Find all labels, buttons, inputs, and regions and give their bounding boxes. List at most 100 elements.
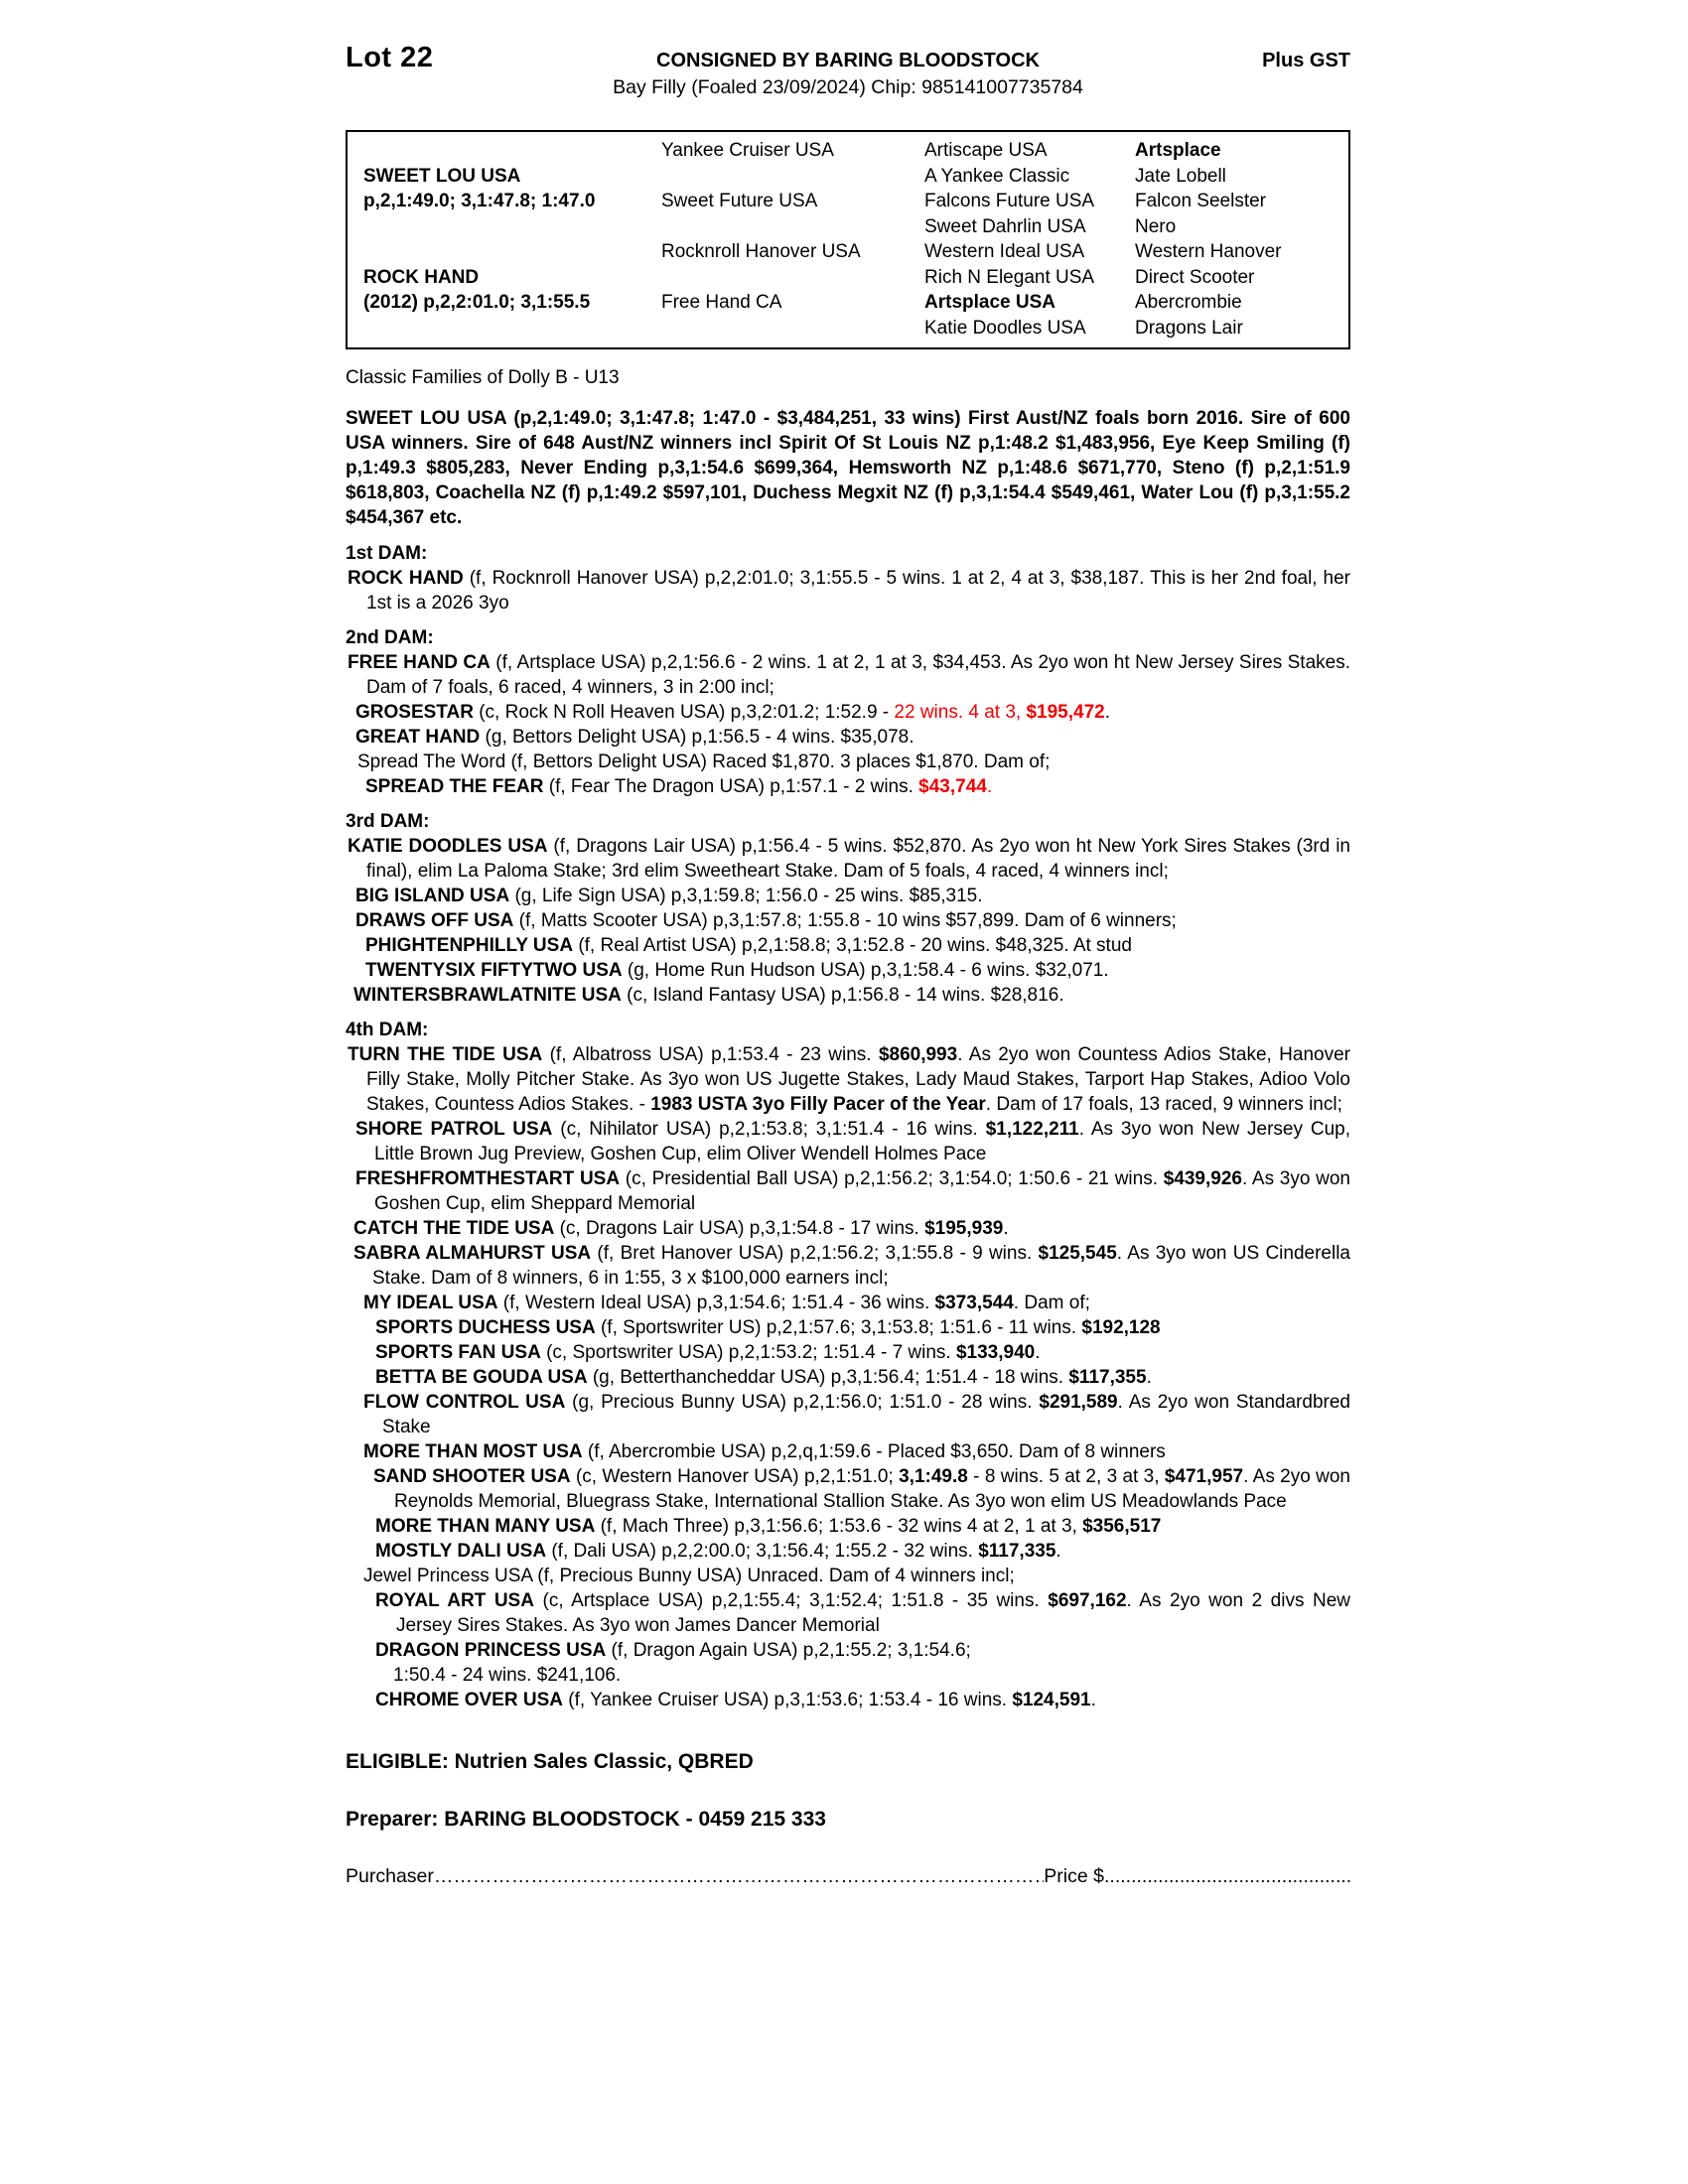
- horse-sand-shooter: SAND SHOOTER USA (c, Western Hanover USA…: [346, 1464, 1350, 1514]
- horse-big-island: BIG ISLAND USA (g, Life Sign USA) p,3,1:…: [346, 884, 1350, 908]
- pedigree-cell: Dragons Lair: [1135, 317, 1243, 339]
- text-segment: (f, Dragons Lair USA) p,1:56.4 - 5 wins.…: [366, 836, 1350, 882]
- pedigree-cell: [348, 138, 661, 164]
- text-segment: . As 3yo won New Jersey Cup, Little Brow…: [374, 1119, 1351, 1164]
- text-segment: (c, Sportswriter USA) p,2,1:53.2; 1:51.4…: [540, 1342, 956, 1363]
- text-segment: $373,544: [934, 1293, 1014, 1313]
- pedigree-cell: [348, 239, 661, 265]
- pedigree-cell: Nero: [1135, 215, 1177, 237]
- text-segment: BIG ISLAND USA: [355, 886, 510, 906]
- text-segment: (f, Matts Scooter USA) p,3,1:57.8; 1:55.…: [513, 910, 1177, 931]
- text-segment: $192,128: [1081, 1317, 1161, 1338]
- text-segment: SPREAD THE FEAR: [365, 776, 544, 797]
- pedigree-cell: Artiscape USA: [924, 140, 1048, 161]
- pedigree-cell: p,2,1:49.0; 3,1:47.8; 1:47.0: [363, 191, 596, 211]
- text-segment: CATCH THE TIDE USA: [353, 1218, 555, 1239]
- text-segment: GROSESTAR: [355, 702, 474, 723]
- text-segment: $439,926: [1163, 1168, 1242, 1189]
- text-segment: $1,122,211: [985, 1119, 1079, 1140]
- horse-my-ideal: MY IDEAL USA (f, Western Ideal USA) p,3,…: [346, 1291, 1350, 1315]
- text-segment: (c, Western Hanover USA) p,2,1:51.0;: [570, 1466, 900, 1487]
- horse-sports-fan: SPORTS FAN USA (c, Sportswriter USA) p,2…: [346, 1340, 1350, 1365]
- text-segment: (f, Albatross USA) p,1:53.4 - 23 wins.: [542, 1044, 879, 1065]
- text-segment: (f, Sportswriter US) p,2,1:57.6; 3,1:53.…: [595, 1317, 1082, 1338]
- pedigree-cell: [661, 164, 924, 190]
- horse-mostly-dali: MOSTLY DALI USA (f, Dali USA) p,2,2:00.0…: [346, 1539, 1350, 1564]
- text-segment: . As 2yo won 2 divs New Jersey Sires Sta…: [396, 1590, 1350, 1636]
- text-segment: . As 3yo won US Cinderella Stake. Dam of…: [372, 1243, 1350, 1289]
- eligibility-line: ELIGIBLE: Nutrien Sales Classic, QBRED: [346, 1750, 754, 1773]
- pedigree-cell: A Yankee Classic: [924, 165, 1070, 187]
- text-segment: . Dam of 17 foals, 13 raced, 9 winners i…: [985, 1094, 1342, 1115]
- text-segment: (c, Artsplace USA) p,2,1:55.4; 3,1:52.4;…: [533, 1590, 1049, 1611]
- pedigree-cell: Rocknroll Hanover USA: [661, 241, 861, 262]
- pedigree-cell: [348, 214, 661, 240]
- text-segment: $356,517: [1082, 1516, 1162, 1537]
- page-header: Lot 22 CONSIGNED BY BARING BLOODSTOCK Pl…: [346, 42, 1350, 74]
- horse-catch-the-tide: CATCH THE TIDE USA (c, Dragons Lair USA)…: [346, 1216, 1350, 1241]
- pedigree-row: Yankee Cruiser USA Artiscape USA Artsplace: [348, 138, 1348, 164]
- text-segment: 3,1:49.8: [899, 1466, 968, 1487]
- text-segment: (g, Betterthancheddar USA) p,3,1:56.4; 1…: [587, 1367, 1069, 1388]
- text-segment: .: [986, 776, 993, 797]
- pedigree-cell: Katie Doodles USA: [924, 317, 1086, 339]
- text-segment: FREE HAND CA: [348, 652, 491, 673]
- pedigree-row: p,2,1:49.0; 3,1:47.8; 1:47.0 Sweet Future…: [348, 189, 1348, 214]
- pedigree-cell: Rich N Elegant USA: [924, 266, 1095, 288]
- text-segment: $117,355: [1068, 1367, 1147, 1388]
- text-segment: PHIGHTENPHILLY USA: [365, 935, 574, 956]
- text-segment: 1:50.4 - 24 wins. $241,106.: [393, 1665, 622, 1686]
- text-segment: SPORTS FAN USA: [375, 1342, 541, 1363]
- pedigree-cell: Free Hand CA: [661, 292, 782, 313]
- horse-description: Bay Filly (Foaled 23/09/2024) Chip: 9851…: [613, 76, 1083, 98]
- text-segment: $125,545: [1038, 1243, 1117, 1264]
- text-segment: .: [1055, 1541, 1061, 1562]
- pedigree-cell: [661, 265, 924, 291]
- text-segment: DRAWS OFF USA: [355, 910, 514, 931]
- horse-grosestar: GROSESTAR (c, Rock N Roll Heaven USA) p,…: [346, 700, 1350, 725]
- price-dotted-leader: ........................................…: [1104, 1865, 1350, 1887]
- text-segment: .: [1104, 702, 1111, 723]
- text-segment: 4th DAM:: [346, 1020, 429, 1040]
- text-segment: (f, Real Artist USA) p,2,1:58.8; 3,1:52.…: [573, 935, 1132, 956]
- horse-spread-the-fear: SPREAD THE FEAR (f, Fear The Dragon USA)…: [346, 774, 1350, 799]
- horse-betta-be-gouda: BETTA BE GOUDA USA (g, Betterthancheddar…: [346, 1365, 1350, 1390]
- text-segment: BETTA BE GOUDA USA: [375, 1367, 588, 1388]
- text-segment: $133,940: [955, 1342, 1036, 1363]
- pedigree-row: SWEET LOU USA A Yankee Classic Jate Lobell: [348, 164, 1348, 190]
- text-segment: FRESHFROMTHESTART USA: [355, 1168, 621, 1189]
- text-segment: (f, Rocknroll Hanover USA) p,2,2:01.0; 3…: [366, 568, 1350, 614]
- text-segment: $117,335: [978, 1541, 1056, 1562]
- horse-royal-art: ROYAL ART USA (c, Artsplace USA) p,2,1:5…: [346, 1588, 1350, 1638]
- text-segment: MY IDEAL USA: [363, 1293, 498, 1313]
- dam-heading-1: 1st DAM:: [346, 541, 1350, 566]
- pedigree-cell: Direct Scooter: [1135, 266, 1255, 288]
- text-segment: CHROME OVER USA: [375, 1690, 563, 1710]
- pedigree-cell: [348, 316, 661, 341]
- text-segment: (f, Artsplace USA) p,2,1:56.6 - 2 wins. …: [366, 652, 1350, 698]
- text-segment: (f, Fear The Dragon USA) p,1:57.1 - 2 wi…: [543, 776, 919, 797]
- text-segment: (f, Dragon Again USA) p,2,1:55.2; 3,1:54…: [606, 1640, 971, 1661]
- horse-great-hand: GREAT HAND (g, Bettors Delight USA) p,1:…: [346, 725, 1350, 750]
- text-segment: $43,744: [918, 776, 987, 797]
- text-segment: $195,472: [1026, 702, 1105, 723]
- horse-wintersbrawlatnite: WINTERSBRAWLATNITE USA (c, Island Fantas…: [346, 983, 1350, 1008]
- text-segment: $471,957: [1164, 1466, 1244, 1487]
- text-segment: MORE THAN MOST USA: [363, 1441, 583, 1462]
- text-segment: 22 wins. 4 at 3,: [894, 702, 1027, 723]
- text-segment: GREAT HAND: [355, 727, 481, 748]
- horse-dragon-princess: DRAGON PRINCESS USA (f, Dragon Again USA…: [346, 1638, 1350, 1663]
- text-segment: ROYAL ART USA: [375, 1590, 534, 1611]
- text-segment: .: [1035, 1342, 1041, 1363]
- purchaser-line: Purchaser……………………………………………………………………………………: [346, 1865, 1350, 1888]
- text-segment: TURN THE TIDE USA: [348, 1044, 543, 1065]
- pedigree-body: Classic Families of Dolly B - U13 SWEET L…: [346, 365, 1350, 1712]
- sire-summary: SWEET LOU USA (p,2,1:49.0; 3,1:47.8; 1:4…: [346, 406, 1350, 530]
- text-segment: (g, Precious Bunny USA) p,2,1:56.0; 1:51…: [565, 1392, 1040, 1413]
- pedigree-row: Katie Doodles USA Dragons Lair: [348, 316, 1348, 341]
- text-segment: .: [1003, 1218, 1009, 1239]
- pedigree-cell: Sweet Future USA: [661, 191, 818, 211]
- text-segment: MORE THAN MANY USA: [375, 1516, 596, 1537]
- purchaser-dotted-leader: ………………………………………………………………………………………: [433, 1865, 1045, 1887]
- text-segment: (c, Dragons Lair USA) p,3,1:54.8 - 17 wi…: [554, 1218, 925, 1239]
